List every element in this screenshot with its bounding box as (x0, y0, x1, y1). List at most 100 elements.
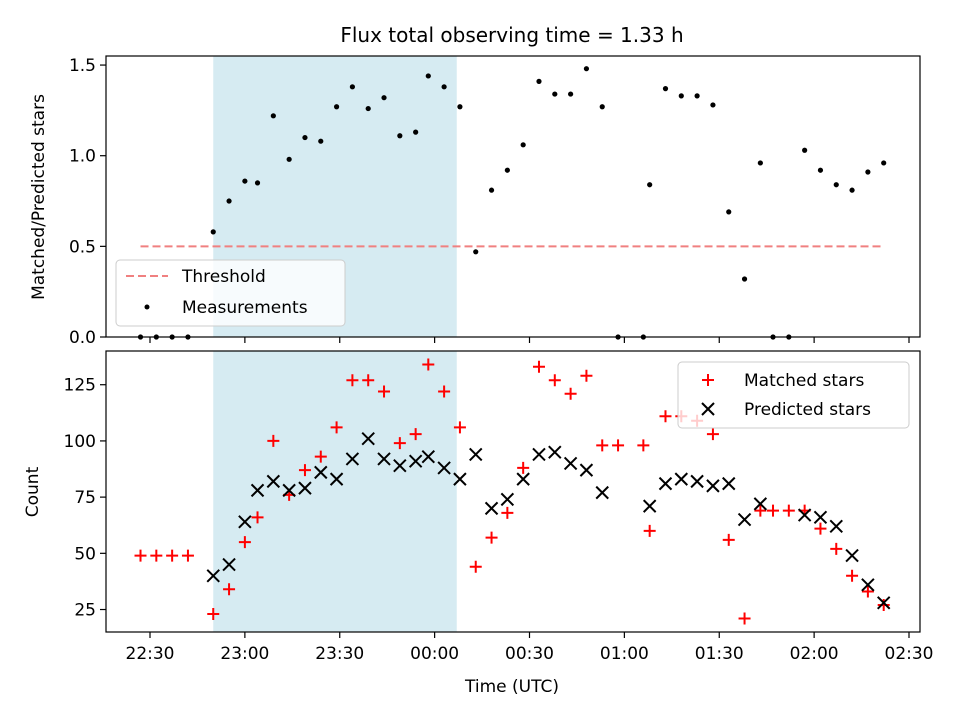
predicted-star-point (753, 497, 768, 511)
predicted-star-point (829, 519, 843, 534)
measurement-point (552, 91, 558, 97)
matched-star-point (134, 549, 147, 562)
bottom-xtick-label: 23:00 (220, 644, 269, 664)
matched-star-point (659, 410, 672, 423)
measurement-point (741, 276, 748, 282)
matched-star-point (782, 504, 795, 517)
measurement-point (302, 134, 308, 141)
legend-measurements-swatch (144, 304, 150, 310)
matched-star-point (485, 531, 498, 544)
matched-star-point (846, 569, 859, 582)
predicted-star-point (408, 454, 423, 468)
predicted-star-point (737, 512, 752, 527)
matched-star-point (267, 434, 280, 447)
bottom-ytick-label: 125 (64, 376, 96, 396)
measurement-point (881, 160, 887, 166)
matched-star-point (706, 428, 719, 441)
measurement-point (413, 129, 419, 135)
predicted-star-point (206, 569, 220, 583)
measurement-point (457, 104, 463, 110)
matched-star-point (251, 511, 264, 524)
legend-matched-swatch (702, 374, 714, 386)
top-ylabel: Matched/Predicted stars (29, 94, 49, 300)
measurement-point (473, 249, 479, 255)
bottom-ytick-label: 50 (74, 544, 96, 564)
matched-star-point (378, 385, 391, 398)
matched-star-point (422, 358, 435, 371)
top-plot-frame (105, 55, 921, 338)
measurement-point (365, 105, 371, 112)
bottom-xtick-label: 00:00 (410, 644, 459, 664)
measurement-point (662, 86, 669, 92)
measurement-point (802, 147, 808, 153)
predicted-star-point (548, 445, 562, 459)
measurement-point (286, 156, 292, 162)
top-ytick-label: 1.5 (69, 56, 96, 76)
predicted-star-point (642, 499, 657, 513)
matched-star-point (166, 549, 179, 562)
matched-star-point (564, 387, 577, 400)
matched-star-point (238, 536, 251, 549)
predicted-star-point (238, 515, 252, 529)
measurement-point (397, 133, 403, 139)
predicted-star-point (329, 472, 344, 486)
predicted-star-point (797, 508, 812, 522)
measurement-point (583, 66, 590, 72)
bottom-xtick-label: 00:30 (505, 644, 554, 664)
predicted-star-point (500, 492, 515, 507)
measurement-point (349, 84, 355, 90)
measurement-point (254, 180, 261, 186)
measurement-point (647, 182, 653, 188)
measurement-point (381, 95, 387, 101)
predicted-star-point (532, 447, 546, 462)
matched-star-point (298, 464, 311, 477)
measurement-point (520, 142, 526, 148)
bottom-legend-box (677, 361, 910, 429)
legend-threshold-label: Threshold (181, 267, 266, 287)
matched-star-point (596, 439, 609, 452)
predicted-star-point (282, 483, 296, 498)
matched-star-point (738, 612, 751, 625)
matched-star-point (612, 439, 625, 452)
measurement-point (710, 102, 716, 108)
predicted-star-point (345, 452, 360, 466)
top-legend: Threshold Measurements (115, 259, 346, 327)
measurement-point (504, 167, 510, 173)
matched-star-point (362, 374, 375, 387)
predicted-star-point (314, 465, 328, 480)
legend-matched-label: Matched stars (744, 371, 864, 391)
measurement-point (536, 78, 542, 84)
predicted-star-point (876, 596, 891, 610)
legend-measurements-label: Measurements (182, 298, 308, 318)
predicted-star-point (421, 449, 436, 464)
measurement-point (817, 167, 824, 173)
matched-star-point (767, 504, 780, 517)
predicted-star-point (361, 431, 375, 446)
predicted-star-point (674, 472, 689, 486)
matched-star-point (393, 437, 406, 450)
predicted-star-point (861, 578, 875, 592)
predicted-star-point (706, 479, 720, 493)
measurement-point (226, 198, 232, 204)
predicted-star-point (658, 476, 673, 491)
measurement-point (694, 93, 700, 99)
x-axis-label: Time (UTC) (464, 677, 559, 697)
bottom-shaded-interval (213, 351, 457, 632)
measurement-point (678, 93, 684, 99)
matched-star-point (722, 533, 735, 546)
predicted-star-point (845, 548, 859, 563)
measurement-point (599, 104, 605, 110)
matched-star-point (469, 560, 482, 573)
bottom-panel: 25 50 75 100 125 22:30 23:00 23:30 00:00 00:30 01… (23, 350, 934, 697)
matched-star-point (181, 549, 194, 562)
measurement-point (726, 209, 732, 215)
predicted-star-point (222, 557, 236, 572)
predicted-star-point (393, 458, 407, 473)
matched-star-point (330, 421, 343, 434)
predicted-star-point (453, 472, 467, 486)
predicted-star-point (266, 474, 281, 489)
matched-star-point (501, 506, 514, 519)
bottom-xtick-label: 22:30 (126, 644, 175, 664)
predicted-star-point (250, 483, 265, 498)
